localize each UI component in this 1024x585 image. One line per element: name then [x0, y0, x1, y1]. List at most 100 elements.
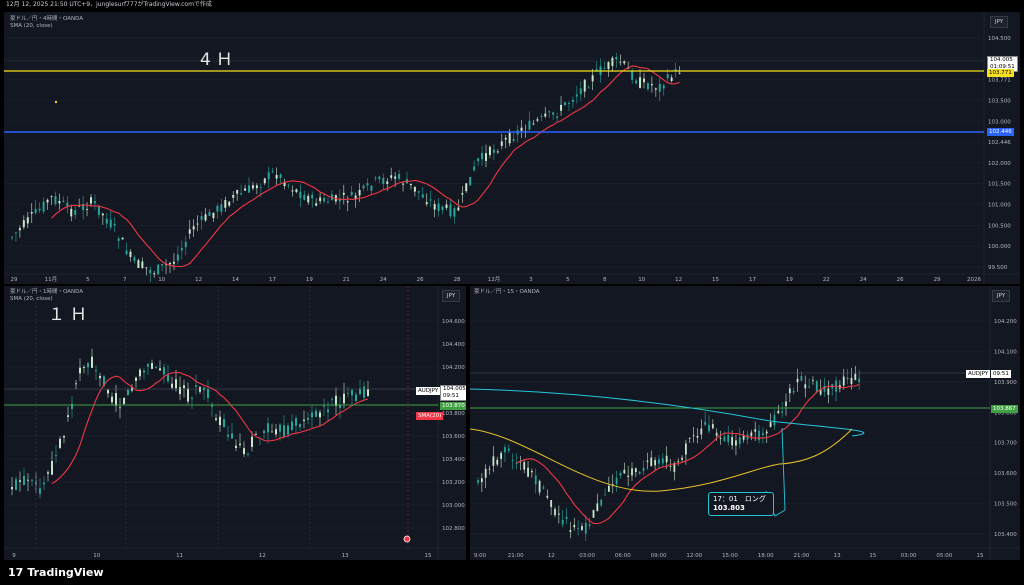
candle-body	[654, 460, 656, 466]
candle-body	[291, 421, 293, 430]
candle-body	[854, 373, 857, 381]
candle-body	[394, 176, 397, 179]
candle-body	[696, 435, 699, 438]
candle-body	[99, 375, 101, 379]
candle-body	[573, 524, 576, 528]
candle-body	[858, 378, 861, 383]
chart-15m-canvas[interactable]: 104.200 104.100 103.900 103.800 103.700 103.6…	[470, 286, 1020, 560]
candle-body	[259, 187, 262, 188]
candle-body	[765, 431, 768, 434]
x-tick-label: 10	[93, 553, 100, 559]
x-tick-label: 28	[454, 277, 461, 283]
chart-pane-1h[interactable]: 104.600104.400104.200104.000103.800103.6…	[4, 286, 466, 560]
candle-body	[544, 113, 547, 117]
candle-body	[449, 204, 452, 217]
candle-body	[139, 369, 141, 377]
candle-body	[354, 195, 357, 199]
candle-body	[315, 203, 318, 206]
candle-body	[812, 379, 814, 381]
candle-body	[512, 138, 515, 141]
chart-pane-15m[interactable]: 104.200 104.100 103.900 103.800 103.700 103.6…	[470, 286, 1020, 560]
x-tick-label: 7	[123, 277, 127, 283]
candle-body	[457, 207, 460, 211]
candle-body	[71, 403, 73, 409]
chart-1h-canvas[interactable]: 104.600104.400104.200104.000103.800103.6…	[4, 286, 466, 560]
candle-body	[149, 269, 152, 274]
x-tick-label: 15	[977, 553, 984, 559]
candle-body	[95, 370, 97, 372]
candle-body	[777, 410, 780, 414]
y-tick-label: 101.000	[988, 203, 1011, 209]
candle-body	[220, 204, 223, 212]
x-tick-label: 11月	[45, 276, 58, 283]
trade-annotation[interactable]: 17：01 ロング 103.803	[708, 492, 774, 516]
candle-body	[480, 478, 483, 483]
candle-body	[31, 479, 33, 481]
candle-body	[327, 409, 329, 413]
candle-body	[527, 467, 529, 477]
candle-body	[358, 189, 361, 196]
y-tick-label: 102.446	[988, 140, 1011, 146]
candle-body	[22, 220, 25, 228]
candle-body	[670, 77, 673, 81]
candle-body	[469, 176, 472, 186]
candle-body	[165, 264, 168, 266]
candle-body	[176, 254, 179, 261]
candle-body	[38, 208, 41, 211]
candle-body	[692, 435, 695, 437]
candle-body	[650, 84, 653, 86]
candle-body	[275, 174, 278, 179]
candle-body	[639, 77, 642, 88]
candle-body	[283, 425, 285, 437]
candle-body	[299, 424, 301, 428]
bar-countdown: 01:09:51	[990, 64, 1015, 70]
currency-button[interactable]: JPY	[990, 16, 1008, 28]
candle-body	[785, 401, 787, 407]
candle-body	[55, 455, 57, 456]
x-tick-label: 15	[869, 553, 876, 559]
x-tick-label: 12	[259, 553, 266, 559]
candle-body	[121, 237, 124, 240]
candle-body	[200, 216, 203, 220]
y-tick-label: 103.800	[994, 410, 1017, 416]
candle-body	[115, 393, 117, 406]
candle-body	[642, 467, 645, 472]
candle-body	[187, 388, 189, 402]
candle-body	[674, 69, 677, 71]
candle-body	[295, 189, 298, 193]
candle-body	[402, 183, 405, 185]
candle-body	[607, 62, 610, 69]
currency-button[interactable]: JPY	[442, 290, 460, 302]
y-tick-label: 103.000	[988, 119, 1011, 125]
y-tick-label: 103.700	[994, 441, 1017, 447]
candle-body	[564, 102, 566, 106]
x-tick-label: 3	[529, 277, 533, 283]
candle-body	[147, 364, 149, 367]
x-tick-label: 15:00	[722, 553, 738, 559]
candle-body	[151, 362, 153, 369]
candle-body	[425, 202, 428, 205]
candle-body	[650, 457, 653, 467]
candle-body	[688, 437, 691, 439]
chart-4h-canvas[interactable]: 104.500 104.005 103.771 103.500 103.000 102.4…	[4, 12, 1020, 284]
candle-body	[279, 174, 282, 179]
tradingview-logo[interactable]: 17 TradingView	[8, 566, 104, 579]
candle-body	[227, 434, 229, 437]
currency-button[interactable]: JPY	[992, 290, 1010, 302]
candle-body	[738, 437, 741, 444]
candle-body	[492, 456, 495, 466]
candle-body	[343, 393, 345, 404]
x-tick-label: 9:00	[474, 553, 487, 559]
candle-body	[611, 484, 614, 485]
candle-body	[523, 462, 526, 470]
candle-body	[540, 116, 543, 117]
candle-body	[398, 174, 401, 179]
candle-body	[67, 415, 69, 417]
candle-body	[507, 448, 510, 451]
chart-pane-4h[interactable]: 104.500 104.005 103.771 103.500 103.000 102.4…	[4, 12, 1020, 284]
candle-body	[113, 223, 116, 226]
candle-body	[600, 499, 603, 506]
candle-body	[311, 412, 313, 418]
countdown-tag: 09:51	[991, 370, 1011, 378]
x-tick-label: 24	[380, 277, 387, 283]
